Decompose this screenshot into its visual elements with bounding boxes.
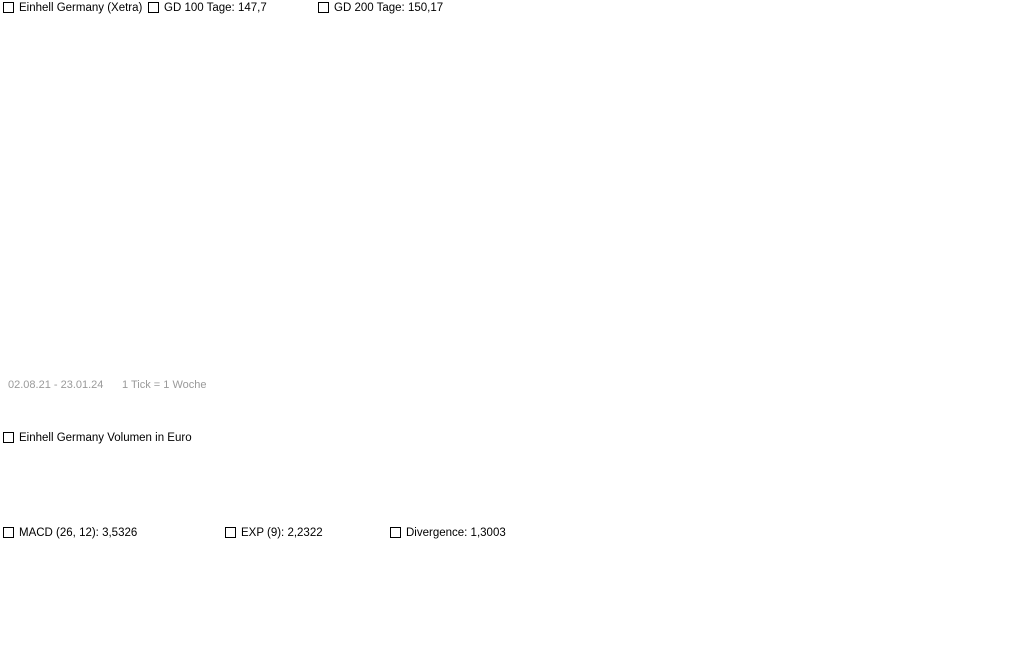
gd100-swatch-icon — [148, 2, 159, 13]
divergence-swatch-icon — [390, 527, 401, 538]
date-range-text: 02.08.21 - 23.01.24 — [8, 379, 104, 391]
exp-label: EXP (9): 2,2322 — [241, 526, 323, 539]
macd-swatch-icon — [3, 527, 14, 538]
volume-label: Einhell Germany Volumen in Euro — [19, 431, 192, 444]
macd-label: MACD (26, 12): 3,5326 — [19, 526, 138, 539]
divergence-label: Divergence: 1,3003 — [406, 526, 506, 539]
volume-swatch-icon — [3, 432, 14, 443]
gd200-label: GD 200 Tage: 150,17 — [334, 1, 444, 14]
legend-gd100: GD 100 Tage: 147,7 — [148, 1, 267, 14]
legend-gd200: GD 200 Tage: 150,17 — [318, 1, 443, 14]
legend-exp: EXP (9): 2,2322 — [225, 526, 323, 539]
tick-info-text: 1 Tick = 1 Woche — [122, 379, 207, 391]
gd200-swatch-icon — [318, 2, 329, 13]
gd100-label: GD 100 Tage: 147,7 — [164, 1, 267, 14]
legend-macd: MACD (26, 12): 3,5326 — [3, 526, 137, 539]
legend-volume: Einhell Germany Volumen in Euro — [3, 431, 192, 444]
exp-swatch-icon — [225, 527, 236, 538]
legend-divergence: Divergence: 1,3003 — [390, 526, 506, 539]
price-series-swatch-icon — [3, 2, 14, 13]
price-series-label: Einhell Germany (Xetra) — [19, 1, 143, 14]
legend-main-series: Einhell Germany (Xetra) — [3, 1, 142, 14]
